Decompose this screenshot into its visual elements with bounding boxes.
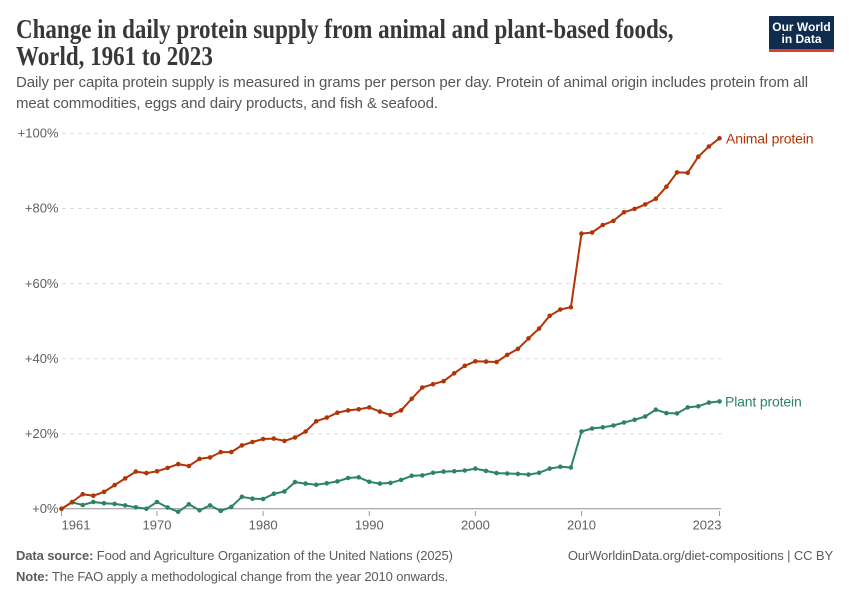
svg-text:+60%: +60% [25,276,59,291]
svg-text:1961: 1961 [62,518,91,533]
svg-text:2010: 2010 [567,518,596,533]
svg-text:+0%: +0% [32,501,59,516]
svg-text:+80%: +80% [25,201,59,216]
svg-text:2023: 2023 [693,518,722,533]
svg-text:2000: 2000 [461,518,490,533]
svg-text:+100%: +100% [18,126,59,141]
svg-text:1980: 1980 [249,518,278,533]
svg-text:+40%: +40% [25,351,59,366]
svg-text:1990: 1990 [355,518,384,533]
svg-text:1970: 1970 [143,518,172,533]
svg-text:Plant protein: Plant protein [725,394,802,410]
svg-text:Animal protein: Animal protein [726,131,813,147]
svg-text:+20%: +20% [25,426,59,441]
